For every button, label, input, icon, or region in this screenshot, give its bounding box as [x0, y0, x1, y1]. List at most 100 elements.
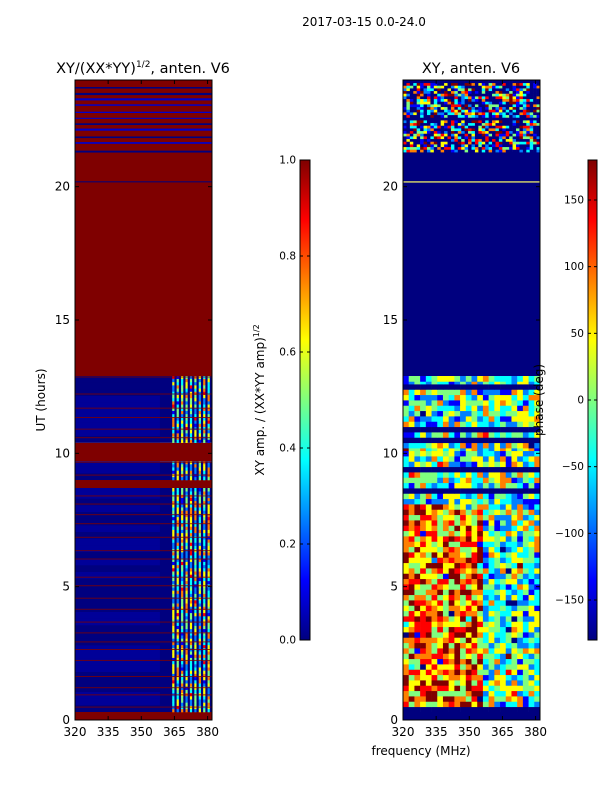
- left-channel-cell: [194, 504, 197, 508]
- left-ylabel: UT (hours): [34, 368, 48, 431]
- right-phase-cell: [511, 690, 518, 697]
- right-phase-cell: [437, 442, 444, 449]
- right-phase-cell: [461, 133, 465, 137]
- right-phase-cell: [528, 477, 535, 484]
- left-channel-cell: [185, 401, 188, 405]
- right-phase-cell: [526, 104, 531, 108]
- right-phase-cell: [528, 605, 535, 612]
- right-phase-cell: [534, 546, 541, 553]
- left-channel-cell: [172, 388, 175, 392]
- right-phase-cell: [423, 85, 428, 89]
- right-phase-cell: [509, 120, 513, 124]
- right-phase-cell: [495, 114, 500, 118]
- right-phase-cell: [494, 653, 501, 660]
- right-phase-cell: [505, 90, 510, 94]
- right-phase-cell: [433, 120, 438, 124]
- right-phase-cell: [492, 88, 496, 92]
- right-phase-cell: [448, 669, 455, 676]
- right-phase-cell: [529, 106, 534, 110]
- left-channel-cell: [207, 520, 210, 524]
- left-channel-cell: [185, 381, 188, 386]
- right-phase-cell: [440, 112, 445, 116]
- right-phase-cell: [528, 610, 535, 617]
- right-phase-cell: [500, 589, 507, 596]
- right-phase-cell: [468, 106, 472, 110]
- right-phase-cell: [442, 600, 449, 606]
- right-phase-cell: [494, 621, 501, 628]
- right-phase-cell: [461, 149, 465, 153]
- right-phase-cell: [474, 120, 479, 124]
- right-phase-cell: [516, 90, 520, 94]
- left-channel-cell: [176, 520, 179, 524]
- right-phase-cell: [534, 525, 541, 532]
- right-phase-cell: [416, 138, 421, 142]
- left-channel-cell: [198, 555, 201, 559]
- right-phase-cell: [481, 136, 486, 140]
- right-phase-cell: [416, 106, 421, 110]
- left-channel-cell: [207, 635, 210, 639]
- right-phase-cell: [420, 101, 424, 105]
- right-phase-cell: [454, 621, 461, 628]
- right-phase-cell: [409, 98, 414, 102]
- left-channel-cell: [207, 423, 210, 427]
- right-phase-cell: [425, 520, 432, 526]
- right-phase-cell: [488, 106, 493, 110]
- right-phase-cell: [492, 85, 496, 89]
- right-phase-cell: [534, 637, 541, 644]
- right-phase-cell: [447, 85, 452, 89]
- right-phase-cell: [488, 442, 495, 449]
- left-channel-cell: [176, 664, 179, 668]
- left-flag-line: [75, 393, 212, 395]
- right-phase-cell: [471, 136, 476, 140]
- right-phase-cell: [465, 637, 472, 644]
- left-channel-cell: [194, 513, 197, 518]
- left-channel-cell: [203, 426, 206, 431]
- right-phase-cell: [477, 442, 484, 449]
- left-channel-cell: [181, 616, 184, 620]
- right-phase-cell: [468, 122, 472, 126]
- right-phase-cell: [403, 669, 410, 676]
- left-channel-cell: [185, 532, 188, 537]
- left-texture-row: [75, 545, 160, 552]
- right-phase-cell: [522, 557, 529, 564]
- right-phase-cell: [488, 421, 495, 428]
- left-channel-cell: [176, 536, 179, 540]
- left-channel-cell: [172, 491, 175, 495]
- right-phase-cell: [471, 376, 478, 382]
- left-channel-cell: [198, 417, 201, 421]
- left-channel-cell: [172, 433, 175, 437]
- left-channel-cell: [194, 574, 197, 578]
- right-phase-cell: [517, 504, 524, 510]
- right-phase-cell: [442, 426, 449, 433]
- right-phase-cell: [420, 437, 427, 444]
- right-phase-cell: [488, 130, 493, 134]
- right-phase-cell: [464, 141, 469, 145]
- left-channel-cell: [194, 378, 197, 383]
- right-phase-cell: [414, 525, 421, 532]
- right-phase-cell: [464, 117, 469, 121]
- left-channel-cell: [198, 491, 201, 495]
- right-phase-cell: [430, 138, 435, 142]
- left-channel-cell: [194, 488, 197, 492]
- right-phase-cell: [534, 536, 541, 542]
- right-phase-cell: [500, 376, 507, 382]
- right-phase-cell: [471, 90, 476, 94]
- right-phase-cell: [433, 104, 438, 108]
- left-channel-cell: [207, 625, 210, 630]
- left-channel-cell: [203, 683, 206, 687]
- right-phase-cell: [488, 82, 493, 86]
- right-phase-cell: [414, 546, 421, 553]
- right-phase-cell: [426, 120, 431, 124]
- right-phase-cell: [488, 477, 495, 484]
- right-phase-cell: [502, 146, 507, 150]
- left-channel-cell: [203, 619, 206, 623]
- left-channel-cell: [176, 603, 179, 607]
- right-phase-cell: [433, 93, 438, 97]
- right-phase-cell: [426, 109, 431, 113]
- right-phase-cell: [450, 106, 455, 110]
- right-phase-cell: [511, 621, 518, 628]
- left-channel-cell: [207, 676, 210, 681]
- right-phase-cell: [440, 106, 445, 110]
- right-phase-cell: [414, 610, 421, 617]
- right-phase-cell: [420, 114, 424, 118]
